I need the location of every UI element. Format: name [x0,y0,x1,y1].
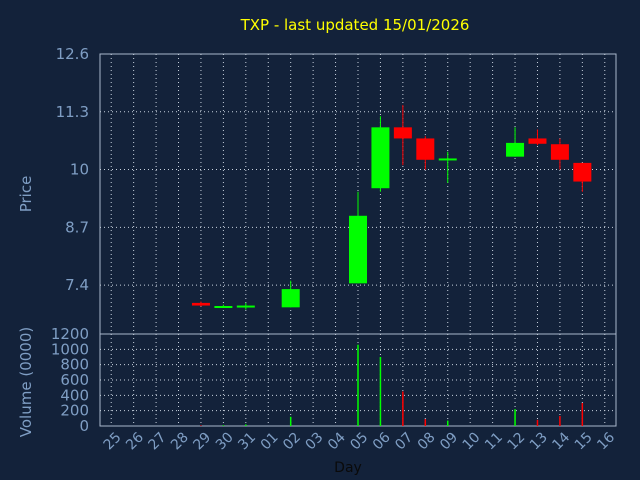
x-tick-label: 11 [482,429,506,453]
x-tick-label: 01 [258,429,282,453]
price-axis-label: Price [17,176,35,213]
volume-tick-label: 200 [60,402,89,420]
x-tick-label: 10 [460,429,484,453]
candle-body [573,162,592,182]
candle-body [371,127,390,189]
volume-bar [536,419,539,426]
volume-tick-label: 600 [60,371,89,389]
x-tick-label: 14 [549,429,573,453]
candle-body [393,127,412,139]
x-tick-label: 03 [303,429,327,453]
x-tick-label: 29 [190,429,214,453]
x-tick-label: 05 [347,429,371,453]
volume-bars [200,344,584,426]
x-tick-label: 27 [146,429,170,453]
candle-body [281,289,300,308]
candle-body [528,138,547,144]
x-tick-label: 25 [101,429,125,453]
volume-bar [514,409,516,426]
volume-bar [245,424,247,426]
volume-tick-label: 800 [60,356,89,374]
x-tick-label: 31 [235,429,259,453]
volume-bar [200,425,202,426]
chart-title: TXP - last updated 15/01/2026 [240,16,470,34]
price-tick-label: 10 [70,161,89,179]
price-tick-label: 11.3 [56,103,89,121]
candle-body [191,302,210,306]
volume-tick-label: 0 [79,417,89,435]
x-tick-label: 30 [213,429,237,453]
candle-body [506,142,525,157]
x-axis-ticks: 2526272829303101020304050607080910111213… [101,429,619,453]
price-tick-label: 12.6 [56,45,89,63]
volume-axis-label: Volume (0000) [17,327,35,437]
candle-body [416,138,435,160]
x-tick-label: 04 [325,429,349,453]
candle-body [349,215,367,284]
volume-tick-label: 1000 [51,340,89,358]
volume-bar [379,357,382,426]
volume-tick-label: 1200 [51,325,89,343]
volume-tick-label: 400 [60,386,89,404]
x-tick-label: 13 [527,429,551,453]
price-y-ticks: 7.4 8.7 10 11.3 12.6 [56,45,89,294]
price-tick-label: 7.4 [65,276,89,294]
volume-bar [402,391,404,426]
candle-body [236,305,255,308]
x-axis-label: Day [334,460,362,476]
x-tick-label: 06 [370,429,394,453]
volume-bar [446,420,449,426]
x-tick-label: 28 [168,429,192,453]
x-tick-label: 02 [280,429,304,453]
volume-bar [222,425,225,426]
x-tick-label: 08 [415,429,439,453]
x-tick-label: 12 [504,429,528,453]
x-tick-label: 26 [123,429,147,453]
candle-body [438,158,457,161]
price-tick-label: 8.7 [65,218,89,236]
volume-bar [559,416,561,426]
volume-bar [357,344,359,426]
candle-body [214,306,233,308]
x-tick-label: 07 [392,429,416,453]
volume-bar [424,419,427,426]
price-panel: 7.4 8.7 10 11.3 12.6 Price [17,45,617,335]
x-tick-label: 15 [572,429,596,453]
candles [191,105,592,310]
candle-body [550,144,569,160]
x-tick-label: 16 [594,429,618,453]
volume-bar [581,403,584,426]
x-tick-label: 09 [437,429,461,453]
volume-bar [289,416,292,426]
